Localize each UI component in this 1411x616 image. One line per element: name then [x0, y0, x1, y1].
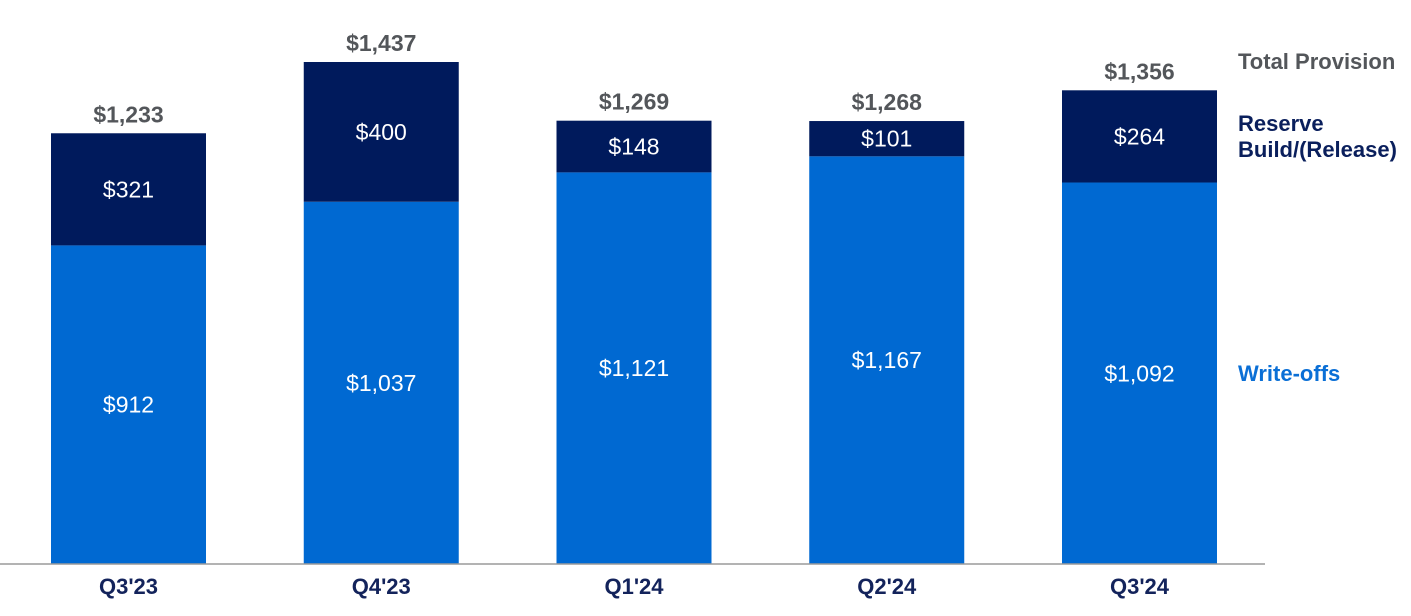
category-label: Q2'24 [857, 574, 917, 599]
label-total-provision: $1,356 [1104, 58, 1174, 84]
label-reserve-build: $400 [356, 119, 407, 145]
legend-total-provision: Total Provision [1238, 49, 1395, 74]
category-label: Q3'24 [1110, 574, 1170, 599]
category-label: Q4'23 [352, 574, 411, 599]
legend: Total Provision Reserve Build/(Release) … [1238, 49, 1397, 386]
bar-write-offs [809, 156, 965, 564]
label-total-provision: $1,269 [599, 89, 669, 115]
category-labels: Q3'23 Q4'23 Q1'24 Q2'24 Q3'24 [99, 574, 1170, 599]
label-write-offs: $1,167 [852, 347, 922, 373]
label-write-offs: $1,037 [346, 370, 416, 396]
label-reserve-build: $264 [1114, 123, 1165, 149]
legend-reserve-line-1: Reserve [1238, 111, 1324, 136]
bars-group: $912 $321 $1,233 $1,037 $400 $1,437 $1,121 $148… [51, 30, 1217, 565]
legend-reserve-line-2: Build/(Release) [1238, 137, 1397, 162]
label-write-offs: $1,121 [599, 355, 669, 381]
bar-write-offs [556, 172, 712, 564]
category-label: Q3'23 [99, 574, 158, 599]
bar-write-offs [1062, 182, 1217, 565]
label-write-offs: $912 [103, 392, 154, 418]
label-total-provision: $1,233 [93, 101, 163, 127]
label-reserve-build: $148 [608, 134, 659, 160]
label-total-provision: $1,437 [346, 30, 416, 56]
bar-reserve-build [556, 120, 712, 173]
bar-reserve-build [1062, 90, 1217, 183]
label-reserve-build: $101 [861, 126, 912, 152]
label-reserve-build: $321 [103, 176, 154, 202]
bar-write-offs [51, 245, 206, 564]
label-write-offs: $1,092 [1104, 360, 1174, 386]
bar-reserve-build [51, 133, 206, 246]
legend-write-offs: Write-offs [1238, 361, 1340, 386]
bar-reserve-build [809, 121, 965, 157]
category-label: Q1'24 [604, 574, 664, 599]
bar-reserve-build [303, 62, 459, 202]
label-total-provision: $1,268 [852, 89, 923, 115]
bar-write-offs [303, 201, 459, 564]
